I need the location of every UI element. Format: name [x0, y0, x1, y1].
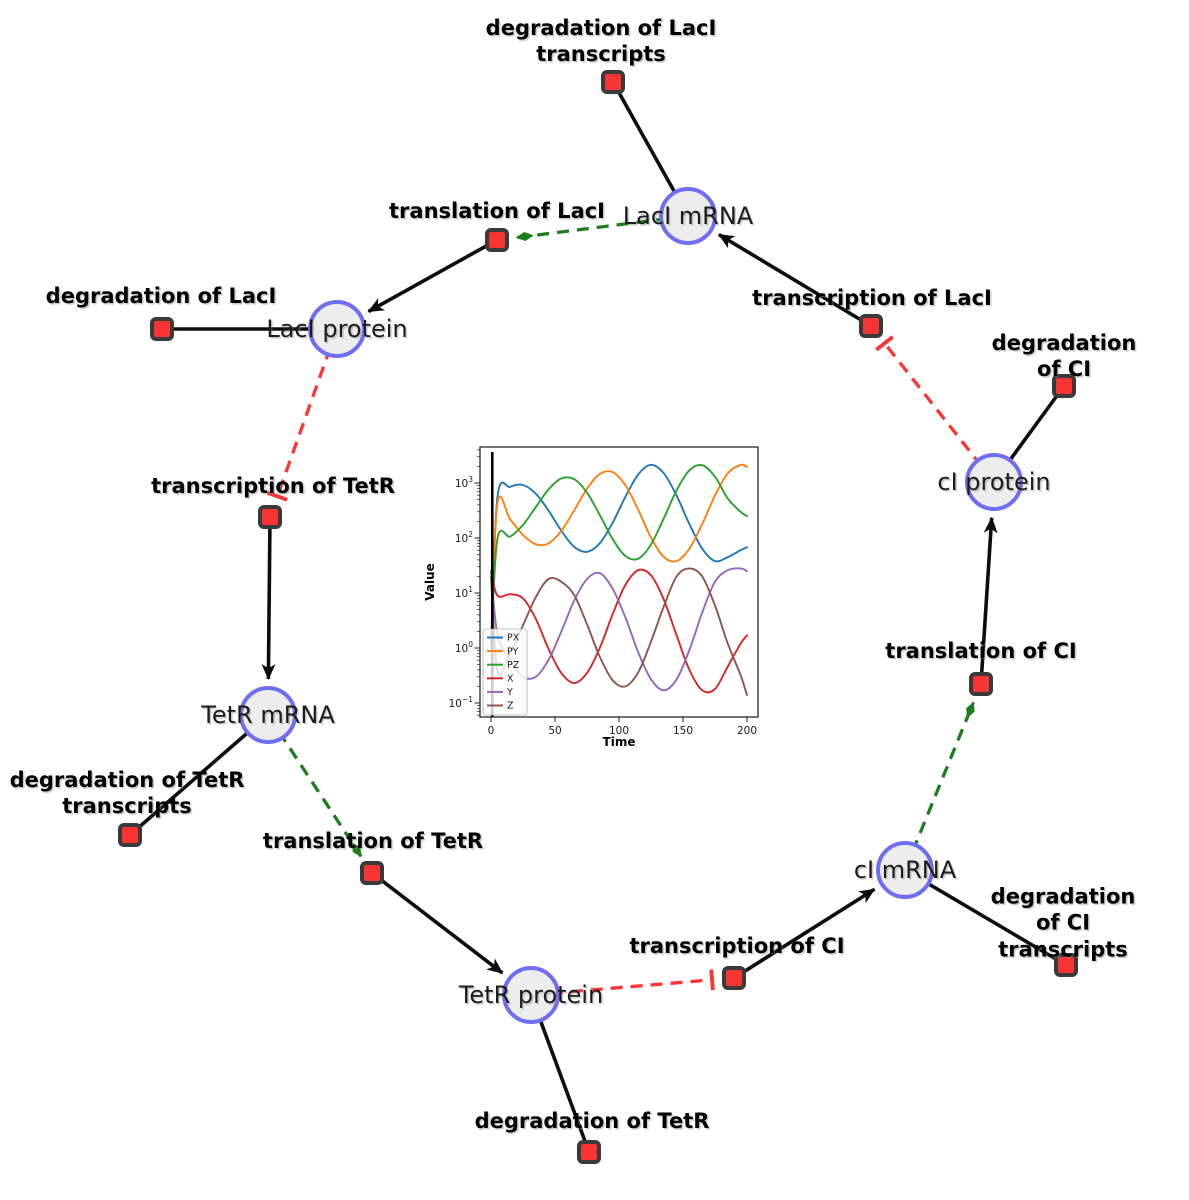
edge-reactant-ci_mrna-deg_ci_tx[interactable]	[904, 868, 1067, 967]
legend-item-PY: PY	[507, 646, 519, 657]
edge-product-txn_laci-laci_mrna[interactable]	[717, 233, 872, 328]
species-node-tetr_mrna[interactable]	[239, 686, 297, 744]
reaction-node-txn_ci[interactable]	[722, 966, 746, 990]
reaction-node-txn_tetr[interactable]	[258, 505, 282, 529]
reaction-node-deg_ci_tx[interactable]	[1054, 953, 1078, 977]
chart-svg: 0 50 100 150 20010310210110010−1TimeValuePXP…	[420, 432, 770, 767]
edge-reactant-tetr_mrna-deg_tetr_tx[interactable]	[128, 713, 270, 837]
reaction-node-txn_laci[interactable]	[859, 314, 883, 338]
reaction-node-deg_laci_tx[interactable]	[601, 70, 625, 94]
reaction-node-transl_ci[interactable]	[969, 672, 993, 696]
legend-item-PZ: PZ	[507, 660, 520, 671]
species-node-tetr_protein[interactable]	[502, 966, 560, 1024]
edge-product-transl_ci-ci_protein[interactable]	[979, 516, 998, 685]
reaction-node-deg_laci[interactable]	[150, 317, 174, 341]
reaction-node-deg_ci[interactable]	[1052, 374, 1076, 398]
edge-product-transl_laci-laci_protein[interactable]	[367, 238, 498, 314]
edge-product-txn_ci-ci_mrna[interactable]	[733, 887, 876, 980]
edge-modifier-ci_mrna-transl_ci[interactable]	[903, 701, 975, 871]
y-axis-label: Value	[423, 563, 437, 601]
edge-inhibitor-tetr_protein-txn_ci[interactable]	[530, 969, 715, 997]
legend-item-Y: Y	[506, 687, 513, 698]
chart-legend: PX PY PZ XYZ	[482, 628, 528, 716]
reaction-node-transl_tetr[interactable]	[360, 861, 384, 885]
series-line-X	[490, 568, 748, 694]
legend-item-Z: Z	[507, 701, 514, 712]
x-tick-label: 200	[737, 725, 757, 737]
x-axis-label: Time	[603, 735, 636, 749]
inset-chart: 0 50 100 150 200 103 102 101 100 10−1 Time Value PX P…	[420, 432, 770, 767]
x-tick-label: 50	[548, 725, 561, 737]
species-node-laci_protein[interactable]	[308, 300, 366, 358]
edge-product-transl_tetr-tetr_protein[interactable]	[370, 871, 504, 975]
legend-item-X: X	[507, 674, 514, 685]
series-line-PY	[490, 463, 748, 649]
series-line-Z	[490, 567, 748, 696]
species-node-ci_mrna[interactable]	[876, 841, 934, 899]
series-line-Y	[490, 567, 748, 692]
series-line-PZ	[490, 463, 748, 649]
reaction-node-transl_laci[interactable]	[485, 228, 509, 252]
x-tick-label: 0	[488, 725, 495, 737]
x-tick-label: 100	[609, 725, 629, 737]
reaction-node-deg_tetr_tx[interactable]	[118, 823, 142, 847]
species-node-ci_protein[interactable]	[965, 453, 1023, 511]
series-line-PX	[490, 463, 748, 649]
legend-box	[482, 628, 528, 716]
species-node-laci_mrna[interactable]	[659, 187, 717, 245]
edge-product-txn_tetr-tetr_mrna[interactable]	[261, 516, 276, 681]
reaction-node-deg_tetr[interactable]	[577, 1140, 601, 1164]
legend-item-PX: PX	[507, 633, 520, 644]
axis-ticks	[474, 449, 748, 722]
x-tick-label: 150	[673, 725, 693, 737]
edge-inhibitor-laci_protein-txn_tetr[interactable]	[267, 328, 339, 502]
